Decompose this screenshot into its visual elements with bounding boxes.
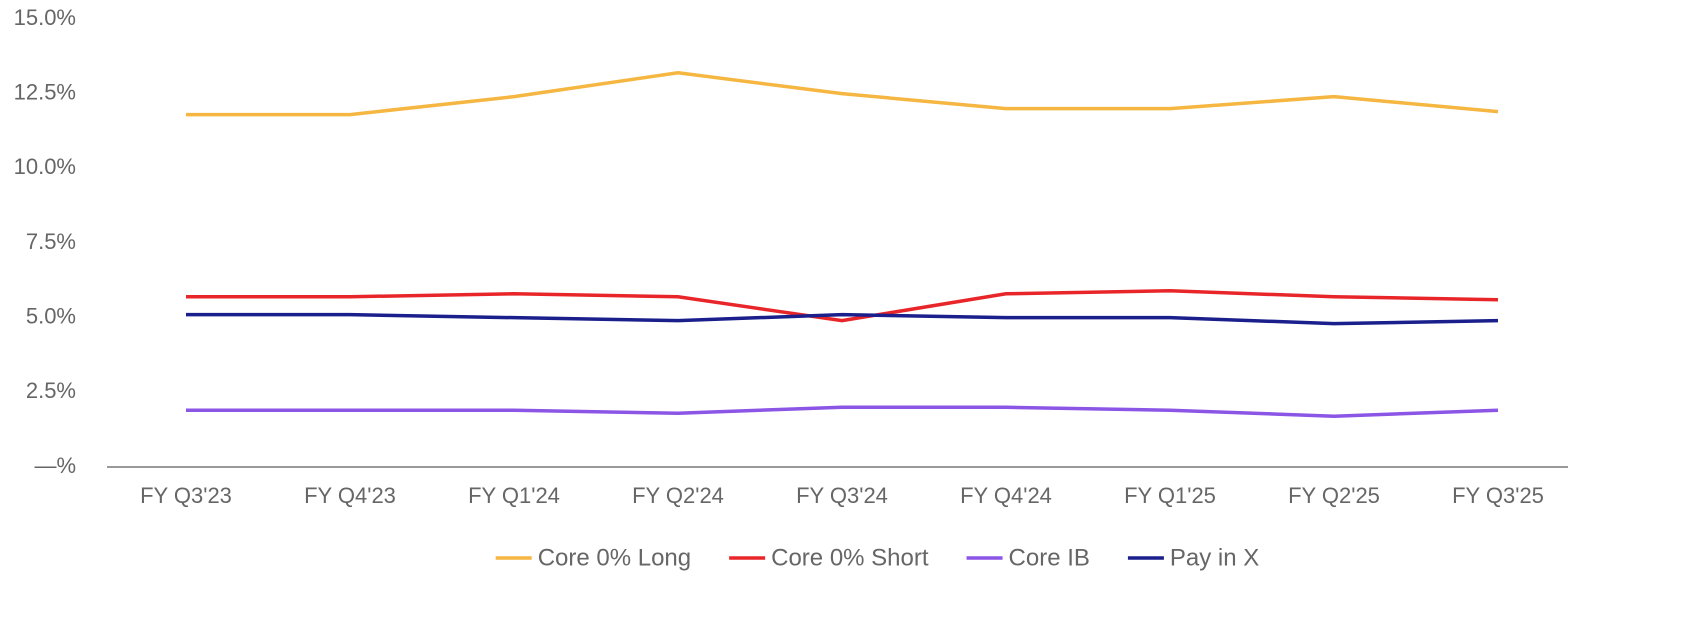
x-tick-label: FY Q3'23 [140,483,232,508]
x-tick-label: FY Q2'24 [632,483,724,508]
x-tick-label: FY Q3'25 [1452,483,1544,508]
x-tick-label: FY Q4'24 [960,483,1052,508]
x-tick-label: FY Q1'24 [468,483,560,508]
legend-label: Core 0% Long [538,544,691,571]
legend-label: Core IB [1009,544,1090,571]
y-tick-label: 15.0% [14,5,76,30]
y-tick-label: 5.0% [26,303,76,328]
series-line [186,312,1499,326]
x-tick-label: FY Q4'23 [304,483,396,508]
x-tick-label: FY Q2'25 [1288,483,1380,508]
series-line [186,289,1499,323]
series-line [186,71,1499,117]
series-line [186,405,1499,418]
y-tick-label: —% [34,453,76,478]
y-tick-label: 10.0% [14,154,76,179]
legend-label: Pay in X [1170,544,1259,571]
y-tick-label: 2.5% [26,378,76,403]
x-tick-label: FY Q1'25 [1124,483,1216,508]
y-tick-label: 7.5% [26,229,76,254]
x-tick-label: FY Q3'24 [796,483,888,508]
y-tick-label: 12.5% [14,79,76,104]
legend-label: Core 0% Short [771,544,929,571]
